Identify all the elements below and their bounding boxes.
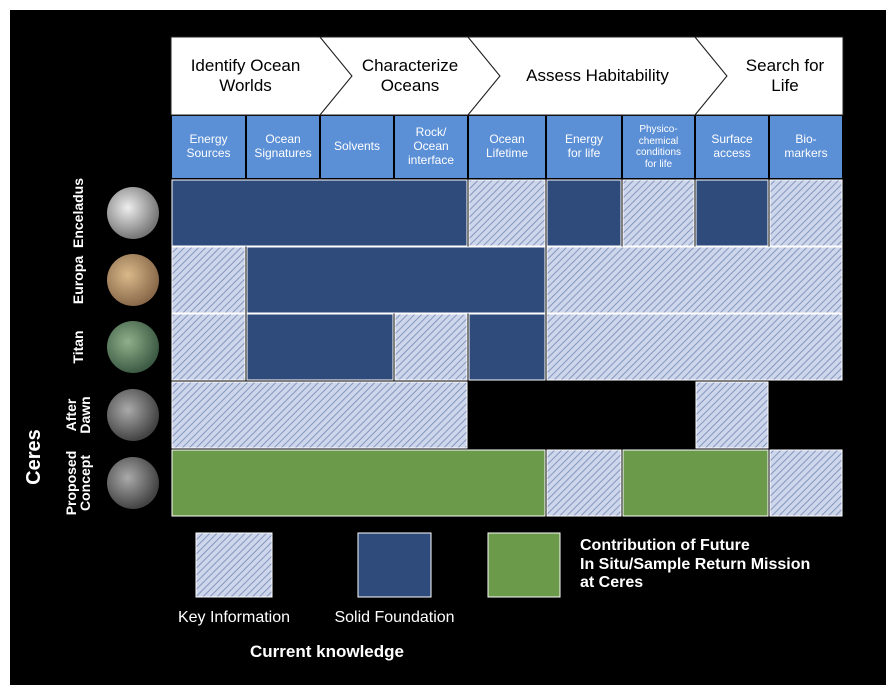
column-label: Energy Sources [186,132,231,160]
column-header [321,116,393,178]
cell-solid [246,246,546,314]
cell-key [394,313,468,381]
column-header [547,116,621,178]
row-label: Proposed Concept [63,450,93,516]
cell-solid [171,179,468,247]
column-label: Bio- markers [784,132,828,160]
column-header [247,116,319,178]
legend-swatch [357,532,432,598]
column-header [770,116,842,178]
phase-label: Characterize Oceans [361,56,459,95]
column-header [395,116,467,178]
cell-key [695,381,769,449]
column-label: Ocean Signatures [254,132,312,160]
cell-key [171,313,246,381]
phase-label: Search for Life [745,56,825,95]
legend-label: Contribution of Future In Situ/Sample Re… [580,537,811,592]
cell-solid [246,313,394,381]
cell-key [468,179,546,247]
planet-image [107,321,159,373]
column-label: Energy for life [564,132,604,160]
cell-solid [546,179,622,247]
column-label: Surface access [711,132,753,160]
column-label: Physico- chemical conditions for life [635,124,682,170]
phase-label: Identify Ocean Worlds [190,56,301,95]
legend-label: Key Information [177,608,291,626]
column-label: Rock/ Ocean interface [407,125,455,167]
column-header [172,116,245,178]
cell-key [546,313,843,381]
column-header [623,116,694,178]
planet-image [107,187,159,239]
cell-solid [695,179,769,247]
column-label: Ocean Lifetime [485,132,529,160]
cell-key [622,179,695,247]
legend-swatch [195,532,273,598]
group-label: Ceres [22,429,45,485]
legend-caption: Current knowledge [250,642,404,662]
cell-contribution [622,449,769,517]
row-label: After Dawn [63,396,93,434]
row-label: Enceladus [70,177,86,249]
cell-solid [468,313,546,381]
phase-chevron [693,36,844,116]
column-header [469,116,545,178]
legend-swatch [487,532,561,598]
cell-contribution [171,449,546,517]
planet-image [107,254,159,306]
row-label: Titan [70,330,86,364]
column-header [696,116,768,178]
legend-label: Solid Foundation [334,608,455,626]
cell-key [769,179,843,247]
planet-image [107,457,159,509]
planet-image [107,389,159,441]
column-label: Solvents [333,139,381,154]
cell-key [546,246,843,314]
cell-key [769,449,843,517]
phase-label: Assess Habitability [526,66,669,86]
cell-key [171,381,468,449]
cell-key [546,449,622,517]
cell-key [171,246,246,314]
row-label: Europa [70,255,86,305]
